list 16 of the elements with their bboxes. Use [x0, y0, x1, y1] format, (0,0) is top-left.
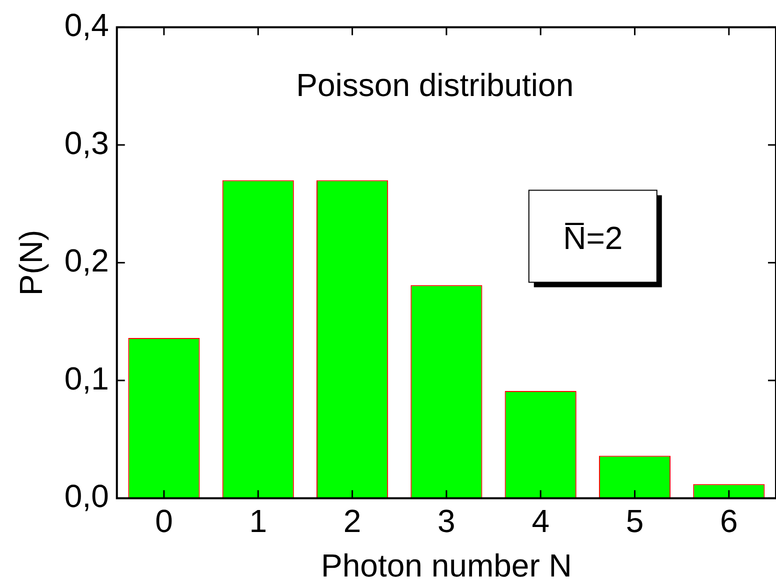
y-tick-label: 0,3 — [64, 124, 109, 161]
annotation: N̅=2 — [563, 220, 623, 256]
y-tick-label: 0,1 — [64, 360, 109, 396]
x-tick-label: 1 — [249, 503, 268, 540]
x-tick-label: 6 — [720, 503, 738, 540]
x-axis-title: Photon number N — [321, 548, 572, 584]
y-tick-label: 0,0 — [64, 478, 109, 514]
x-tick-label: 2 — [343, 503, 362, 540]
y-tick-label: 0,2 — [64, 242, 109, 279]
y-axis-title: P(N) — [13, 230, 50, 296]
x-tick-label: 5 — [626, 503, 644, 540]
x-tick-label: 0 — [155, 503, 173, 540]
x-tick-label: 4 — [532, 503, 550, 540]
annotation: Poisson distribution — [296, 67, 574, 104]
x-tick-label: 3 — [438, 503, 456, 540]
y-tick-label: 0,4 — [64, 7, 109, 44]
